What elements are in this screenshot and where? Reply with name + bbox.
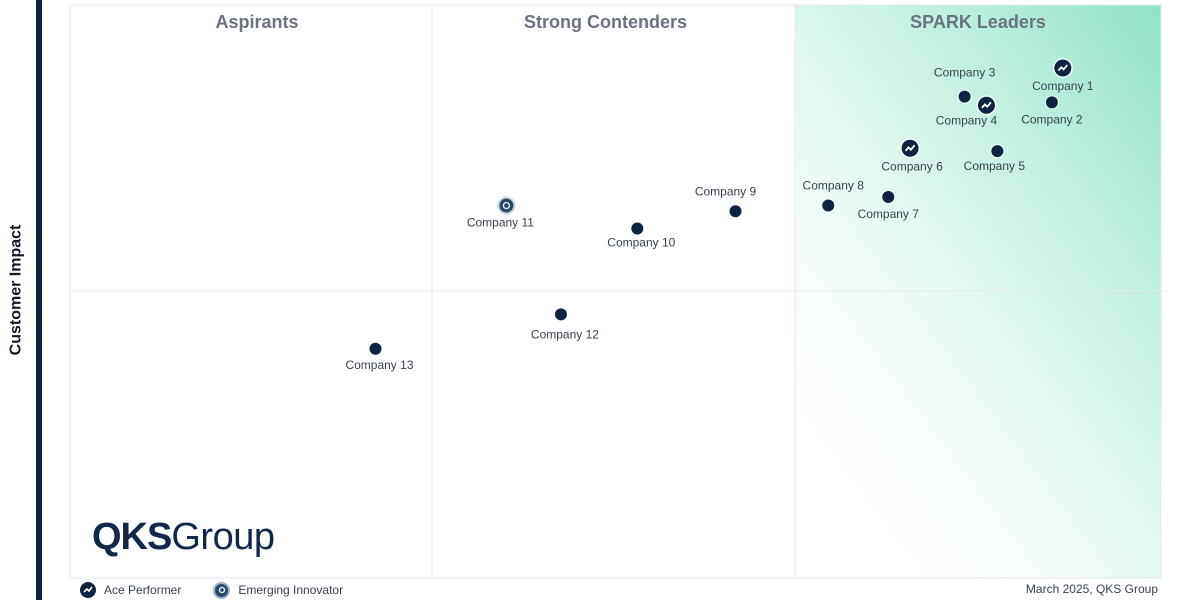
grid <box>69 4 1165 579</box>
data-point: Company 2 <box>1021 95 1083 126</box>
point-marker <box>958 90 971 103</box>
data-points: Company 1 Company 2 Company 3 Company 4 Comp… <box>345 58 1094 372</box>
point-label: Company 6 <box>881 159 943 173</box>
report-date: March 2025, QKS Group <box>1025 582 1158 596</box>
data-point: Company 8 <box>803 179 865 213</box>
point-label: Company 2 <box>1021 112 1083 126</box>
data-point: Company 13 <box>345 341 414 372</box>
point-label: Company 12 <box>531 327 599 341</box>
point-label: Company 5 <box>964 159 1026 173</box>
data-point: Company 4 <box>936 95 998 127</box>
point-label: Company 4 <box>936 113 998 127</box>
legend-label: Emerging Innovator <box>238 583 344 597</box>
point-marker <box>1045 96 1058 109</box>
left-axis-bar <box>36 0 42 600</box>
point-label: Company 8 <box>803 179 865 193</box>
legend-label: Ace Performer <box>104 583 182 597</box>
point-marker <box>822 199 835 212</box>
emerging-innovator-icon <box>213 581 231 599</box>
data-point: Company 10 <box>607 221 676 249</box>
quadrant-title: SPARK Leaders <box>910 12 1046 32</box>
point-label: Company 10 <box>607 235 675 249</box>
data-point: Company 7 <box>858 189 920 221</box>
quadrant-title: Strong Contenders <box>524 12 687 32</box>
data-point: Company 11 <box>467 196 534 230</box>
emerging-innovator-marker <box>499 198 514 213</box>
point-marker <box>729 205 742 218</box>
qks-logo: QKSGroup <box>92 516 275 558</box>
quadrant-title: Aspirants <box>215 12 298 32</box>
point-label: Company 9 <box>695 184 757 198</box>
point-label: Company 1 <box>1032 79 1094 93</box>
legend-emerging-innovator: Emerging Innovator <box>213 581 344 599</box>
data-point: Company 3 <box>934 66 996 104</box>
quadrant-titles: Aspirants Strong Contenders SPARK Leaders <box>215 12 1045 32</box>
data-point: Company 5 <box>964 144 1026 173</box>
data-point: Company 9 <box>695 184 757 219</box>
point-marker <box>882 190 895 203</box>
data-point: Company 12 <box>531 307 599 341</box>
point-marker <box>369 342 382 355</box>
point-label: Company 7 <box>858 207 920 221</box>
point-label: Company 11 <box>467 216 534 230</box>
point-marker <box>631 222 644 235</box>
data-point: Company 1 <box>1032 58 1094 93</box>
point-label: Company 3 <box>934 66 996 80</box>
ace-performer-icon <box>80 582 96 598</box>
point-marker <box>991 145 1004 158</box>
point-marker <box>554 308 567 321</box>
data-point: Company 6 <box>881 138 943 173</box>
legend-ace-performer: Ace Performer <box>80 582 181 598</box>
point-label: Company 13 <box>345 358 413 372</box>
legend: Ace Performer Emerging Innovator <box>80 580 365 600</box>
